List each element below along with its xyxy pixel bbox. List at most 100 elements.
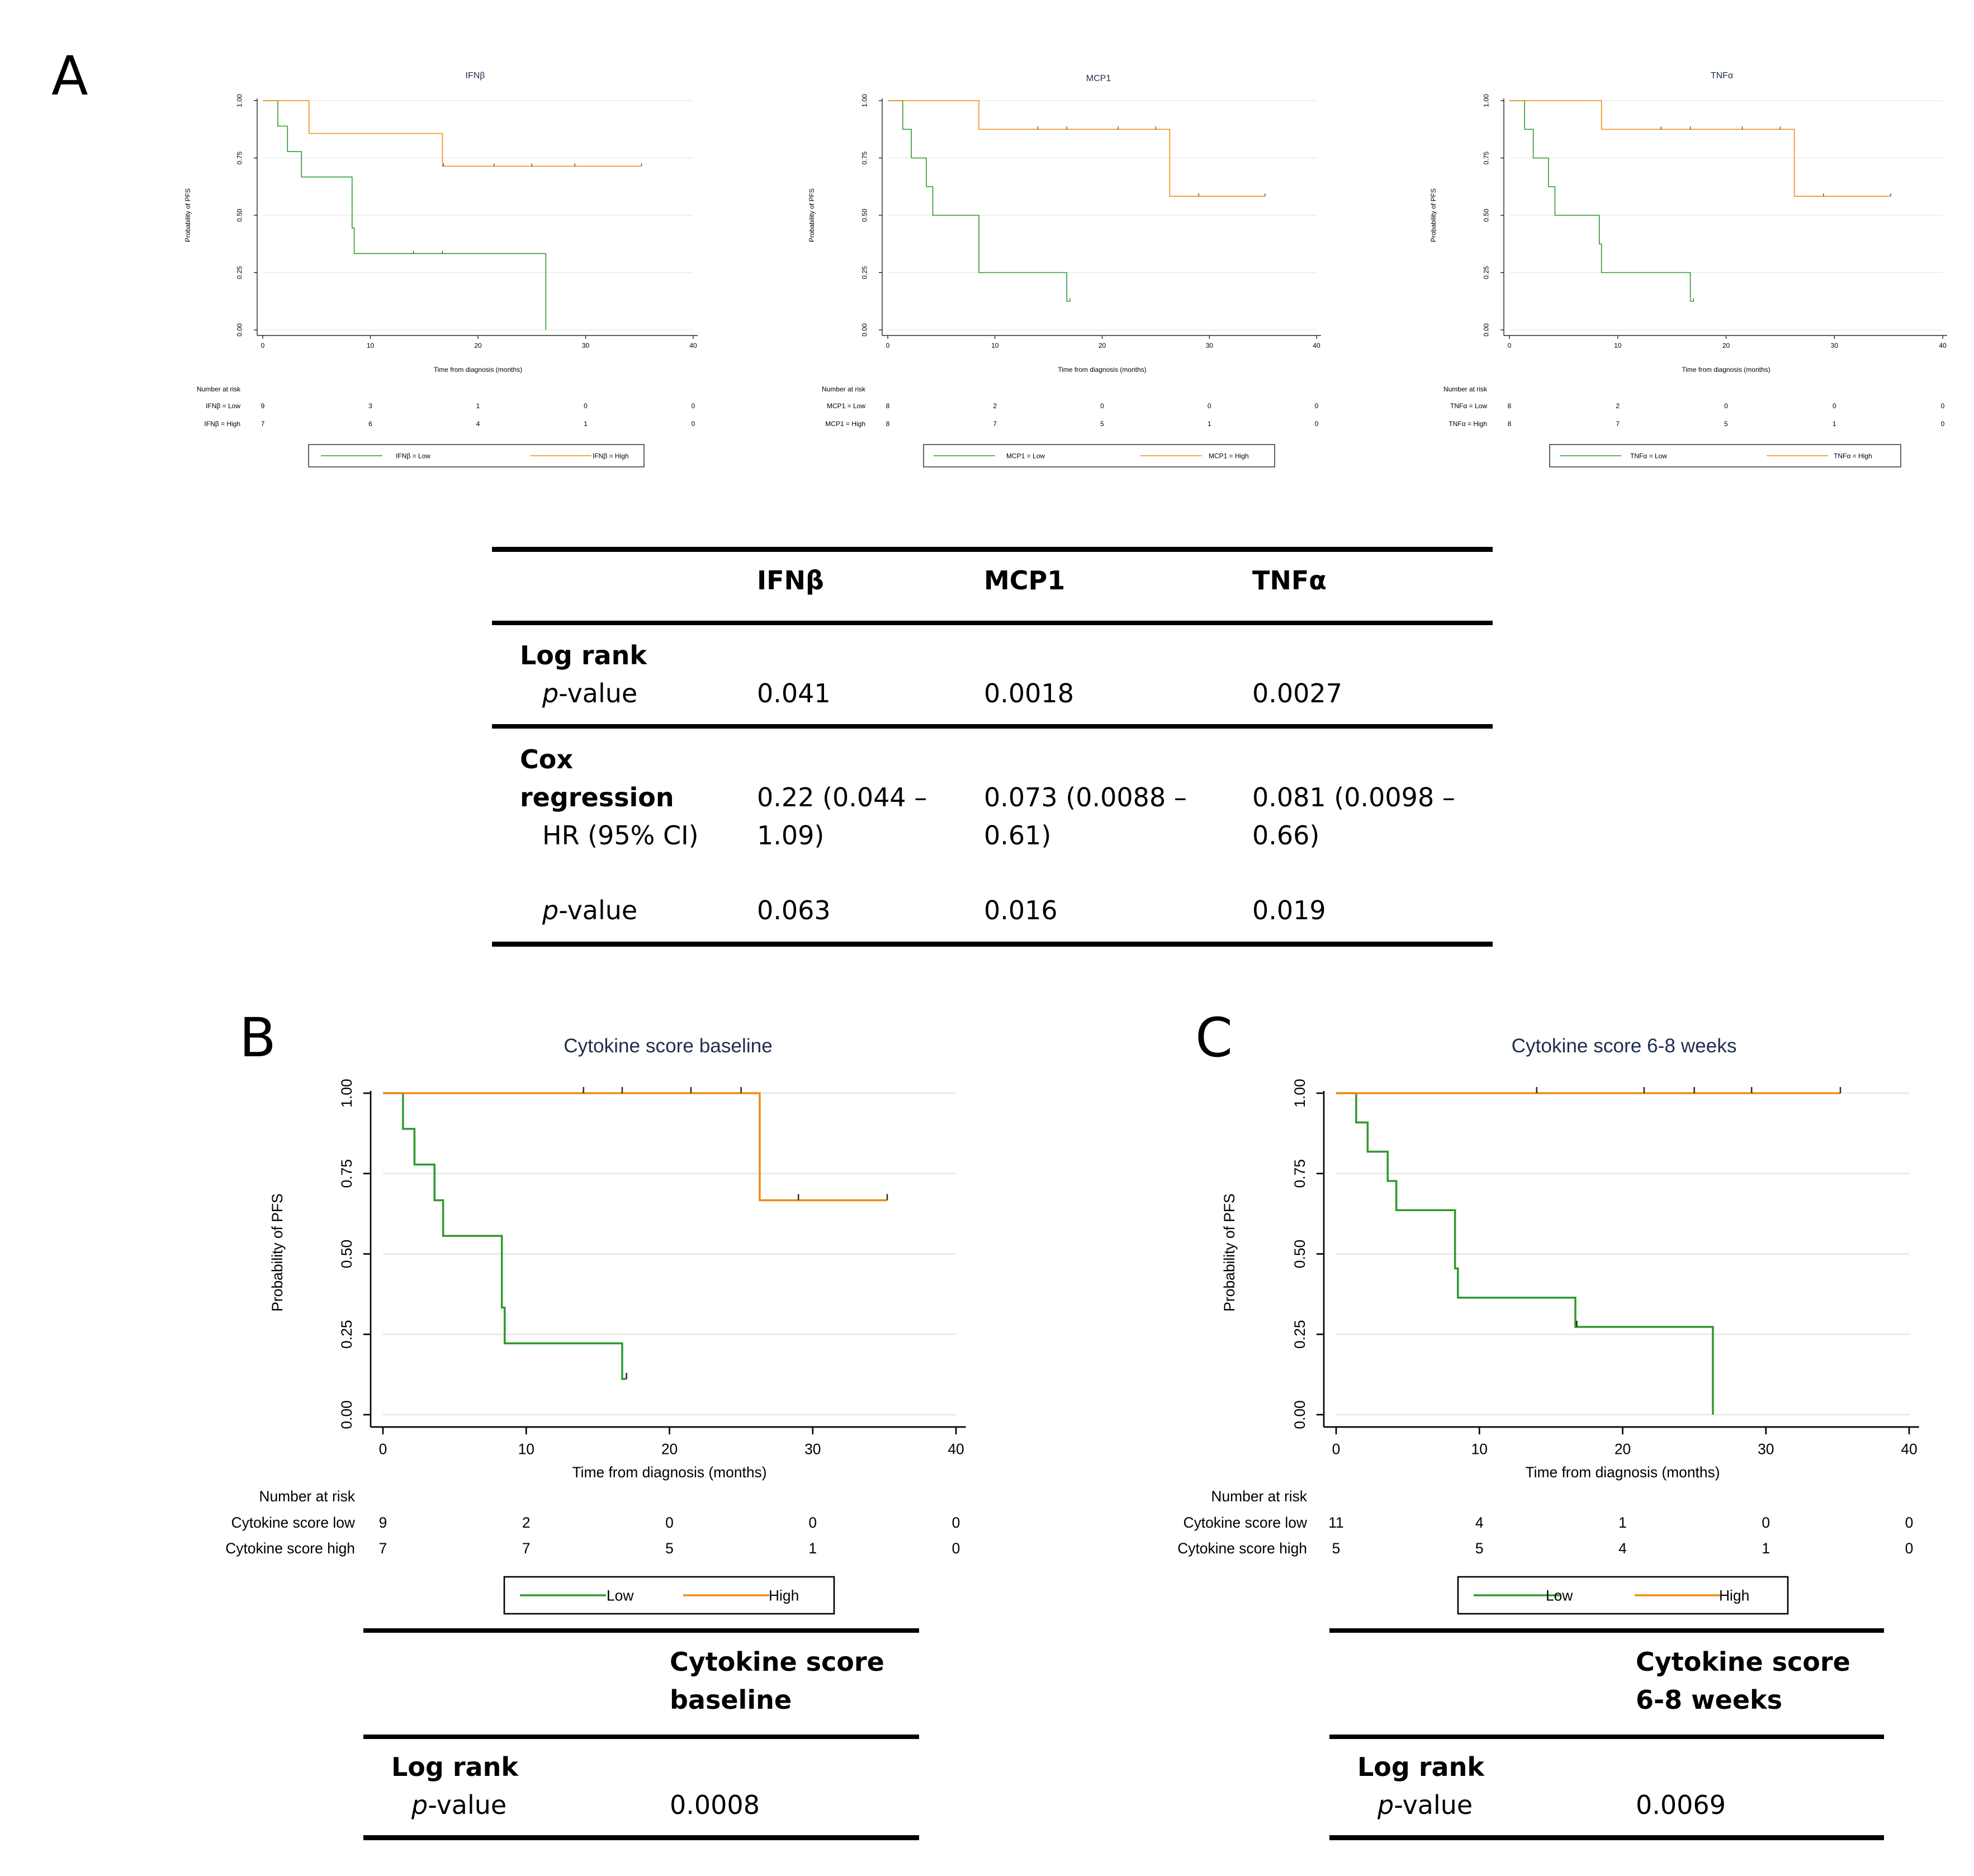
risk-row-label: Cytokine score low — [231, 1514, 356, 1531]
risk-count: 1 — [1208, 420, 1211, 428]
risk-count: 5 — [1724, 420, 1728, 428]
km-curve — [1509, 100, 1891, 197]
legend-label: IFNβ = High — [593, 452, 629, 460]
p-italic: p — [411, 1790, 428, 1820]
table-a-cox-p-ifnb: 0.063 — [757, 895, 831, 925]
table-b-rule-bottom — [363, 1835, 919, 1840]
table-c-header-1: Cytokine score — [1636, 1647, 1850, 1677]
y-tick-label: 0.75 — [236, 151, 244, 164]
risk-count: 0 — [808, 1514, 817, 1531]
y-tick-label: 0.00 — [1483, 323, 1490, 337]
table-a-rule-top — [492, 547, 1493, 552]
table-a-cox-label-2: regression — [520, 782, 674, 812]
table-a-logrank-p-mcp1: 0.0018 — [984, 678, 1074, 708]
risk-count: 7 — [261, 420, 265, 428]
risk-count: 8 — [886, 402, 890, 410]
risk-count: 0 — [952, 1540, 960, 1557]
risk-row-label: Cytokine score low — [1184, 1514, 1308, 1531]
risk-count: 0 — [665, 1514, 674, 1531]
chart-title: Cytokine score 6-8 weeks — [1512, 1035, 1737, 1057]
table-a-logrank-p-ifnb: 0.041 — [757, 678, 831, 708]
table-a-cox-p-mcp1: 0.016 — [984, 895, 1058, 925]
x-axis-label: Time from diagnosis (months) — [1525, 1464, 1720, 1481]
risk-count: 5 — [1475, 1540, 1484, 1557]
risk-count: 0 — [1905, 1514, 1914, 1531]
risk-row-label: TNFα = High — [1448, 420, 1487, 428]
risk-table-title: Number at risk — [197, 385, 241, 393]
risk-count: 9 — [261, 402, 265, 410]
risk-row-label: TNFα = Low — [1450, 402, 1487, 410]
y-tick-label: 0.50 — [861, 209, 869, 222]
risk-count: 8 — [1508, 420, 1512, 428]
table-a-rule-header — [492, 621, 1493, 625]
x-tick-label: 20 — [661, 1440, 678, 1457]
y-tick-label: 0.75 — [1291, 1159, 1308, 1188]
risk-count: 1 — [1762, 1540, 1770, 1557]
x-tick-label: 40 — [948, 1440, 964, 1457]
table-a-hr-mcp1-1: 0.073 (0.0088 – — [984, 782, 1187, 812]
risk-count: 5 — [1332, 1540, 1341, 1557]
x-axis-label: Time from diagnosis (months) — [434, 366, 522, 374]
risk-count: 0 — [1905, 1540, 1914, 1557]
table-a-header-mcp1: MCP1 — [984, 565, 1066, 596]
risk-count: 1 — [476, 402, 480, 410]
table-a-header-ifnb: IFNβ — [757, 565, 824, 596]
km-curve — [1509, 100, 1694, 302]
y-axis-label: Probability of PFS — [1429, 188, 1437, 242]
x-axis-label: Time from diagnosis (months) — [1682, 366, 1770, 374]
panel-label-c: C — [1195, 1006, 1233, 1069]
table-c-rule-bottom — [1329, 1835, 1884, 1840]
chart-title: TNFα — [1711, 71, 1733, 81]
p-italic: p — [542, 678, 559, 708]
km-curve — [263, 100, 547, 330]
y-axis-label: Probability of PFS — [1221, 1193, 1238, 1311]
x-tick-label: 40 — [1313, 342, 1320, 349]
table-a-hr-ifnb-2: 1.09) — [757, 820, 825, 850]
table-a: IFNβ MCP1 TNFα Log rank p-value 0.041 0.… — [492, 547, 1493, 947]
legend-label: Low — [607, 1587, 634, 1604]
x-tick-label: 0 — [1332, 1440, 1341, 1457]
table-a-hr-ifnb-1: 0.22 (0.044 – — [757, 782, 927, 812]
risk-row-label: Cytokine score high — [225, 1540, 355, 1557]
x-tick-label: 40 — [1939, 342, 1947, 349]
table-a-rule-mid — [492, 724, 1493, 729]
x-tick-label: 20 — [1722, 342, 1730, 349]
x-tick-label: 10 — [367, 342, 375, 349]
risk-count: 8 — [886, 420, 890, 428]
risk-table-title: Number at risk — [822, 385, 866, 393]
table-a-header-tnfa: TNFα — [1252, 565, 1327, 596]
risk-count: 0 — [692, 420, 695, 428]
risk-row-label: Cytokine score high — [1177, 1540, 1307, 1557]
legend-label: High — [1719, 1587, 1749, 1604]
risk-count: 7 — [522, 1540, 531, 1557]
y-tick-label: 1.00 — [338, 1079, 355, 1107]
table-a-logrank-label: Log rank — [520, 640, 647, 670]
x-tick-label: 40 — [689, 342, 697, 349]
risk-count: 5 — [1100, 420, 1104, 428]
y-tick-label: 0.00 — [861, 323, 869, 337]
x-tick-label: 0 — [379, 1440, 387, 1457]
risk-count: 0 — [1833, 402, 1836, 410]
x-tick-label: 30 — [582, 342, 590, 349]
x-tick-label: 10 — [991, 342, 999, 349]
p-suffix: -value — [558, 678, 638, 708]
table-b-header-2: baseline — [670, 1685, 792, 1715]
risk-row-label: MCP1 = High — [825, 420, 865, 428]
p-suffix: -value — [558, 895, 638, 925]
y-tick-label: 1.00 — [861, 94, 869, 107]
x-tick-label: 30 — [1758, 1440, 1774, 1457]
x-tick-label: 0 — [886, 342, 890, 349]
table-c-logrank-label: Log rank — [1357, 1752, 1484, 1782]
y-tick-label: 0.00 — [236, 323, 244, 337]
x-tick-label: 0 — [1508, 342, 1512, 349]
legend-label: TNFα = High — [1834, 452, 1872, 460]
table-c-rule-top — [1329, 1628, 1884, 1633]
legend-label: High — [769, 1587, 799, 1604]
risk-count: 2 — [993, 402, 997, 410]
risk-count: 0 — [1724, 402, 1728, 410]
risk-count: 8 — [1508, 402, 1512, 410]
x-axis-label: Time from diagnosis (months) — [572, 1464, 766, 1481]
risk-count: 0 — [1100, 402, 1104, 410]
risk-row-label: IFNβ = High — [204, 420, 240, 428]
